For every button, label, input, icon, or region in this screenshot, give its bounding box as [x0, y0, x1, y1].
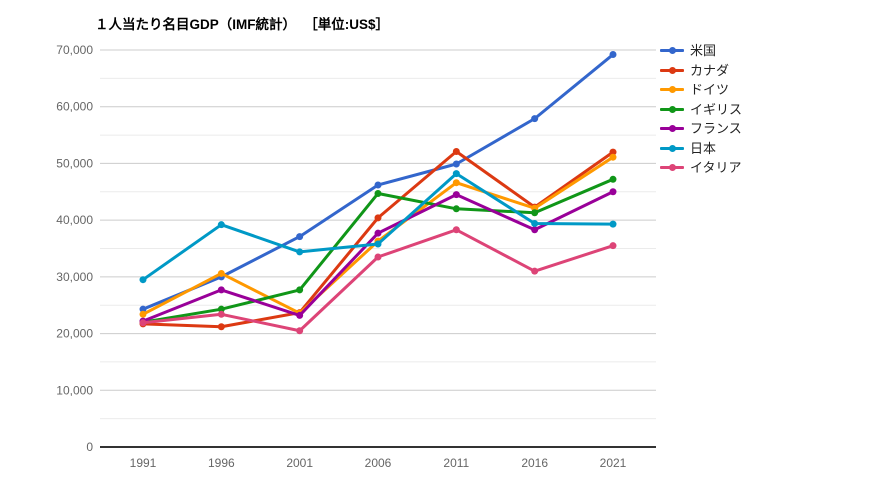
data-point-米国-2006[interactable]: [374, 181, 382, 189]
chart-title: １人当たり名目GDP（IMF統計）: [95, 17, 296, 32]
legend-item[interactable]: ドイツ: [660, 83, 742, 97]
data-point-イタリア-2016[interactable]: [531, 267, 539, 275]
data-point-カナダ-2021[interactable]: [609, 148, 617, 156]
data-point-カナダ-2006[interactable]: [374, 214, 382, 222]
chart-legend: 米国カナダドイツイギリスフランス日本イタリア: [660, 44, 742, 175]
data-point-イタリア-2021[interactable]: [609, 242, 617, 250]
y-axis-tick-label: 60,000: [56, 100, 93, 114]
data-point-日本-2021[interactable]: [609, 220, 617, 228]
legend-item[interactable]: イタリア: [660, 161, 742, 175]
data-point-イギリス-2011[interactable]: [452, 205, 460, 213]
data-point-フランス-2016[interactable]: [531, 226, 539, 234]
x-axis-tick-label: 2011: [443, 456, 469, 470]
legend-label: フランス: [690, 121, 742, 136]
data-point-日本-2016[interactable]: [531, 220, 539, 228]
legend-item[interactable]: 米国: [660, 44, 742, 58]
data-point-米国-2011[interactable]: [452, 160, 460, 168]
legend-series-marker-icon: [660, 125, 684, 133]
data-point-日本-2011[interactable]: [452, 170, 460, 178]
data-point-米国-2021[interactable]: [609, 51, 617, 59]
legend-item[interactable]: フランス: [660, 122, 742, 136]
data-point-ドイツ-1991[interactable]: [139, 310, 147, 318]
data-point-イギリス-2006[interactable]: [374, 189, 382, 197]
y-axis-tick-label: 0: [86, 440, 93, 454]
y-axis-tick-label: 30,000: [56, 270, 93, 284]
data-point-イタリア-2011[interactable]: [452, 226, 460, 234]
legend-label: 日本: [690, 140, 717, 156]
y-axis-tick-label: 70,000: [56, 43, 93, 57]
legend-label: カナダ: [690, 62, 730, 78]
data-point-フランス-1996[interactable]: [217, 286, 225, 294]
x-axis-tick-label: 2021: [600, 456, 627, 470]
data-point-イタリア-1996[interactable]: [217, 310, 225, 318]
chart-unit-label: ［単位:US$］: [311, 17, 390, 32]
data-point-米国-2016[interactable]: [531, 115, 539, 123]
data-point-米国-1991[interactable]: [139, 305, 147, 313]
legend-item[interactable]: 日本: [660, 140, 742, 156]
data-point-フランス-2001[interactable]: [296, 311, 304, 319]
legend-label: 米国: [690, 43, 717, 58]
data-point-日本-1991[interactable]: [139, 276, 147, 284]
data-point-フランス-2011[interactable]: [452, 191, 460, 199]
legend-item[interactable]: イギリス: [660, 101, 743, 117]
data-point-ドイツ-2011[interactable]: [452, 179, 460, 187]
legend-series-marker-icon: [660, 86, 684, 94]
x-axis-tick-label: 2016: [521, 456, 548, 470]
data-point-フランス-2006[interactable]: [374, 229, 382, 237]
x-axis-tick-label: 2006: [365, 456, 392, 470]
y-axis-tick-label: 20,000: [56, 327, 93, 341]
data-point-日本-1996[interactable]: [217, 221, 225, 229]
legend-label: ドイツ: [690, 82, 730, 97]
data-point-日本-2006[interactable]: [374, 240, 382, 248]
data-point-ドイツ-1996[interactable]: [217, 269, 225, 277]
y-axis-tick-label: 50,000: [56, 156, 93, 170]
y-axis-tick-label: 40,000: [56, 213, 93, 227]
data-point-イギリス-2021[interactable]: [609, 175, 617, 183]
data-point-ドイツ-2021[interactable]: [609, 153, 617, 161]
data-point-米国-2001[interactable]: [296, 233, 304, 241]
legend-series-marker-icon: [660, 105, 684, 113]
legend-series-marker-icon: [660, 144, 684, 152]
legend-item[interactable]: カナダ: [660, 62, 742, 78]
data-point-イタリア-2001[interactable]: [296, 327, 304, 335]
x-axis-tick-label: 2001: [286, 456, 313, 470]
legend-label: イギリス: [690, 101, 743, 117]
data-point-カナダ-1996[interactable]: [217, 323, 225, 331]
data-point-フランス-2021[interactable]: [609, 188, 617, 196]
y-axis-tick-label: 10,000: [56, 383, 93, 397]
data-point-イギリス-2016[interactable]: [531, 209, 539, 217]
legend-label: イタリア: [690, 160, 742, 175]
data-point-イギリス-1996[interactable]: [217, 305, 225, 313]
chart-title-row: １人当たり名目GDP（IMF統計） ［単位:US$］: [95, 13, 389, 33]
x-axis-tick-label: 1996: [208, 456, 235, 470]
data-point-イタリア-2006[interactable]: [374, 253, 382, 261]
data-point-日本-2001[interactable]: [296, 248, 304, 256]
data-point-カナダ-2011[interactable]: [452, 148, 460, 156]
data-point-イタリア-1991[interactable]: [139, 319, 147, 327]
legend-series-marker-icon: [660, 164, 684, 172]
legend-series-marker-icon: [660, 47, 684, 55]
legend-series-marker-icon: [660, 66, 684, 74]
data-point-イギリス-2001[interactable]: [296, 286, 304, 294]
x-axis-tick-label: 1991: [130, 456, 157, 470]
